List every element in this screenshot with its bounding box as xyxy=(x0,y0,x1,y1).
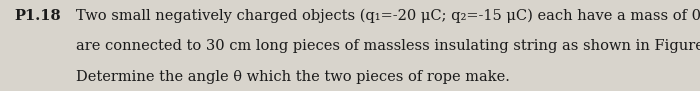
Text: Determine the angle θ which the two pieces of rope make.: Determine the angle θ which the two piec… xyxy=(76,70,510,84)
Text: Two small negatively charged objects (q₁=-20 μC; q₂=-15 μC) each have a mass of : Two small negatively charged objects (q₁… xyxy=(76,9,700,23)
Text: P1.18: P1.18 xyxy=(14,9,61,23)
Text: are connected to 30 cm long pieces of massless insulating string as shown in Fig: are connected to 30 cm long pieces of ma… xyxy=(76,39,700,53)
